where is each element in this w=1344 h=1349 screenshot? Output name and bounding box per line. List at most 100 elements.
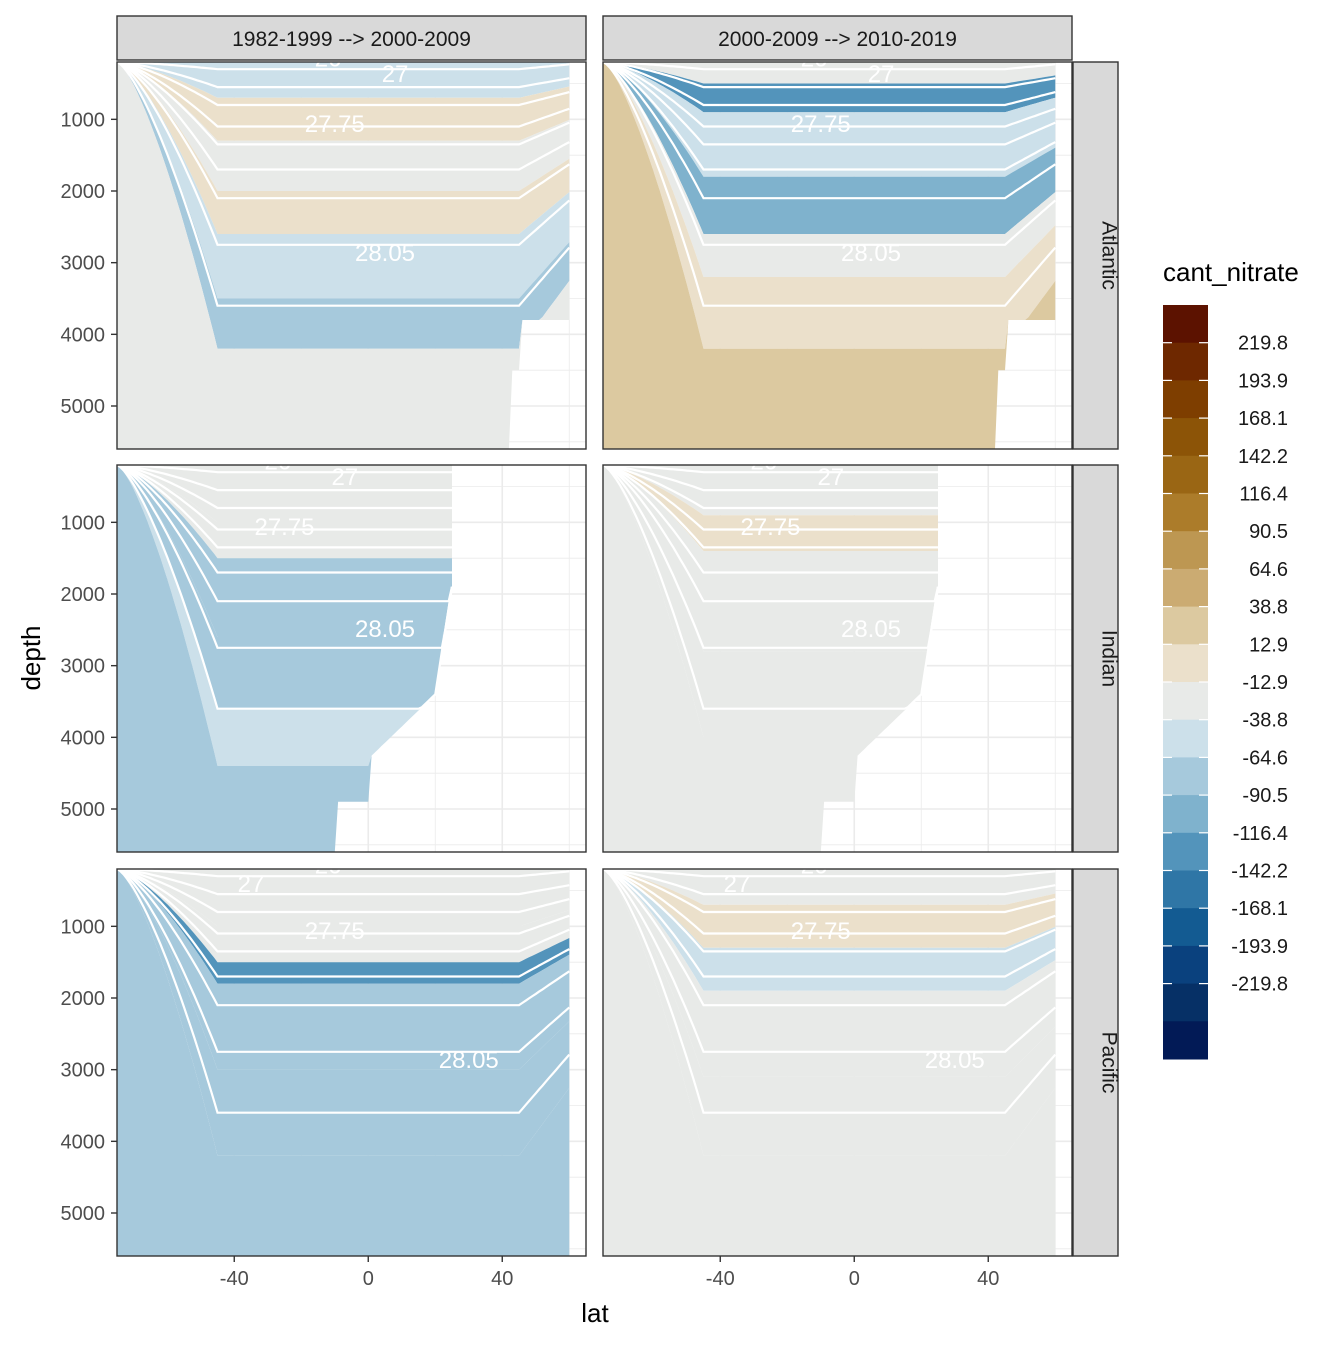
isopycnal-contours: 26 27 27.75 28.05 — [603, 45, 1057, 307]
layer-band — [117, 465, 452, 637]
isopycnal-contours: 26 27 27.75 28.05 — [117, 45, 571, 307]
legend-swatch — [1163, 418, 1208, 457]
isopycnal-line — [603, 869, 1057, 1053]
layer-band — [603, 62, 1056, 277]
panel-border — [116, 61, 587, 450]
contour-label: 28.05 — [355, 240, 415, 267]
facet-strip-top — [602, 15, 1073, 61]
x-tick-label: -40 — [220, 1268, 249, 1290]
isopycnal-line — [603, 869, 1056, 1007]
legend-swatch — [1163, 455, 1208, 494]
legend-label: 142.2 — [1238, 446, 1288, 468]
layer-band — [603, 62, 1056, 449]
x-tick-label: 40 — [977, 1268, 999, 1290]
isopycnal-line — [603, 869, 1056, 935]
layer-band — [603, 869, 1056, 948]
isopycnal-line — [117, 869, 570, 896]
isopycnal-contours: 26 27 27.75 28.05 — [603, 869, 1057, 1114]
legend-swatch — [1163, 568, 1208, 608]
y-tick-label: 2000 — [61, 584, 106, 606]
panel-border — [602, 868, 1073, 1257]
isopycnal-line — [117, 869, 570, 953]
contour-label: 27 — [868, 61, 895, 88]
isopycnal-line — [117, 62, 570, 107]
legend-label: -219.8 — [1231, 974, 1288, 996]
y-tick-label: 5000 — [61, 396, 106, 418]
legend-label: 219.8 — [1238, 333, 1288, 355]
contour-label: 26 — [315, 45, 342, 72]
layer-band — [603, 465, 938, 852]
isopycnal-line — [603, 869, 1056, 978]
layer-band — [117, 62, 570, 449]
legend-title: cant_nitrate — [1163, 257, 1299, 287]
facet-strip-right — [1072, 61, 1119, 450]
contour-label: 28.05 — [841, 240, 901, 267]
legend-swatch — [1163, 342, 1208, 381]
legend-label: -12.9 — [1242, 672, 1288, 694]
isopycnal-line — [117, 869, 571, 1053]
panel-grid: 26 27 27.75 28.05 26 27 27.75 28.05 26 27 27.75 28.… — [116, 45, 1073, 1257]
y-tick-label: 1000 — [61, 109, 106, 131]
legend-swatch — [1163, 1021, 1208, 1060]
isopycnal-line — [117, 62, 570, 128]
facet-strips: 1982-1999 --> 2000-2009 2000-2009 --> 201… — [116, 15, 1121, 1257]
legend-swatch — [1163, 380, 1208, 419]
legend-label: -38.8 — [1242, 710, 1288, 732]
isopycnal-line — [117, 465, 454, 649]
x-axis-title: lat — [581, 1298, 609, 1328]
legend-label: -116.4 — [1233, 823, 1288, 845]
isopycnal-line — [117, 62, 571, 307]
legend-swatch — [1163, 945, 1208, 985]
layer-band — [117, 869, 570, 1070]
panel-atlantic-2: 26 27 27.75 28.05 — [602, 45, 1073, 450]
contour-label: 27 — [238, 871, 265, 898]
legend-label: -193.9 — [1231, 936, 1288, 958]
y-tick-label: 3000 — [61, 1060, 106, 1082]
panel-atlantic-1: 26 27 27.75 28.05 — [116, 45, 587, 450]
isopycnal-line — [603, 465, 940, 603]
layer-band — [117, 62, 570, 191]
facet-strip-right — [1072, 464, 1119, 853]
layer-band — [117, 465, 452, 766]
isopycnal-contours: 26 27 27.75 28.05 — [117, 465, 454, 710]
x-tick-label: 0 — [363, 1268, 374, 1290]
isopycnal-line — [603, 62, 1056, 171]
layer-band — [603, 869, 1056, 1077]
y-tick-label: 4000 — [61, 1131, 106, 1153]
panel-border — [116, 868, 587, 1257]
isopycnal-line — [117, 62, 571, 246]
layer-band — [117, 62, 570, 98]
isopycnal-line — [603, 869, 1056, 878]
contour-label: 26 — [801, 45, 828, 72]
isopycnal-line — [117, 465, 454, 710]
layer-band — [117, 465, 452, 559]
facet-strip-label: Indian — [1098, 630, 1121, 687]
isopycnal-contours: 26 27 27.75 28.05 — [603, 465, 940, 710]
y-tick-label: 5000 — [61, 799, 106, 821]
layer-band — [117, 62, 570, 234]
isopycnal-line — [603, 465, 940, 710]
isopycnal-line — [603, 465, 938, 492]
legend-label: -64.6 — [1242, 747, 1288, 769]
legend-label: 193.9 — [1238, 370, 1288, 392]
layer-band — [117, 62, 570, 141]
isopycnal-line — [117, 869, 570, 978]
contour-label: 28.05 — [841, 616, 901, 643]
isopycnal-line — [117, 465, 452, 510]
legend-label: 38.8 — [1249, 597, 1288, 619]
y-tick-label: 2000 — [61, 181, 106, 203]
isopycnal-line — [603, 465, 938, 510]
contour-label: 26 — [315, 852, 342, 879]
x-tick-label: -40 — [706, 1268, 735, 1290]
panel-pacific-2: 26 27 27.75 28.05 — [602, 868, 1073, 1257]
legend-swatch — [1163, 908, 1208, 947]
contour-label: 27.75 — [305, 111, 365, 138]
facet-strip-label: Atlantic — [1098, 221, 1121, 290]
section-layers — [603, 62, 1056, 449]
section-layers — [117, 869, 570, 1256]
contour-label: 28.05 — [355, 616, 415, 643]
layer-band — [603, 869, 1056, 1256]
legend-swatch — [1163, 719, 1208, 758]
layer-band — [603, 62, 1056, 84]
x-tick-label: 40 — [491, 1268, 513, 1290]
